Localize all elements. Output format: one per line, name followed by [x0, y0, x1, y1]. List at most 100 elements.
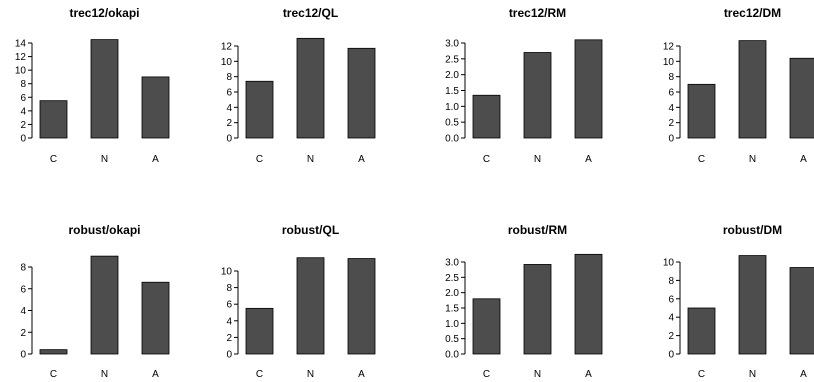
chart-title: trec12/DM: [724, 6, 781, 20]
category-label: C: [256, 369, 263, 380]
y-tick-label: 1.5: [445, 304, 459, 315]
chart-panel: robust/RM 0.0 0.5 1.0 1.5 2.0 2.5 3.0 C N A: [445, 223, 603, 380]
category-label: C: [50, 154, 57, 165]
bar-C: [472, 298, 501, 355]
bar-C: [245, 80, 274, 139]
category-label: A: [585, 154, 592, 165]
category-label: A: [358, 154, 365, 165]
y-tick-label: 0: [20, 134, 26, 145]
category-label: N: [307, 154, 314, 165]
bar-N: [296, 37, 325, 139]
y-tick-label: 1.0: [445, 102, 459, 113]
y-tick-label: 1.5: [445, 86, 459, 97]
chart-panel: trec12/okapi 0 2 4 6 8 10 12 14 C N A: [15, 6, 170, 165]
bar-C: [245, 307, 274, 355]
y-tick-label: 0.5: [445, 118, 459, 129]
category-label: C: [698, 369, 705, 380]
y-tick-label: 2.0: [445, 288, 459, 299]
bar-N: [523, 264, 552, 355]
bar-C: [687, 307, 716, 355]
chart-panel: trec12/RM 0.0 0.5 1.0 1.5 2.0 2.5 3.0 C N A: [445, 6, 603, 165]
chart-title: robust/RM: [508, 223, 567, 237]
y-tick-label: 10: [663, 258, 675, 269]
category-label: N: [101, 154, 108, 165]
y-tick-label: 6: [20, 93, 26, 104]
category-label: A: [800, 369, 807, 380]
y-tick-label: 8: [20, 263, 26, 274]
y-tick-label: 2.5: [445, 54, 459, 65]
category-label: C: [483, 369, 490, 380]
bar-N: [738, 40, 767, 139]
bar-N: [90, 39, 119, 139]
bar-A: [347, 258, 376, 355]
bar-A: [574, 39, 603, 139]
y-tick-label: 8: [226, 283, 232, 294]
y-tick-label: 12: [15, 52, 27, 63]
y-tick-label: 4: [668, 313, 674, 324]
category-label: N: [749, 154, 756, 165]
category-label: A: [152, 369, 159, 380]
y-tick-label: 2: [226, 118, 232, 129]
bar-C: [687, 83, 716, 139]
y-tick-label: 3.0: [445, 258, 459, 269]
y-tick-label: 14: [15, 39, 27, 50]
y-tick-label: 4: [668, 103, 674, 114]
bar-A: [347, 47, 376, 139]
y-tick-label: 12: [221, 42, 233, 53]
bar-N: [523, 52, 552, 139]
y-tick-label: 8: [226, 72, 232, 83]
chart-title: robust/okapi: [68, 223, 140, 237]
category-label: A: [800, 154, 807, 165]
category-label: C: [50, 369, 57, 380]
chart-title: robust/QL: [282, 223, 339, 237]
bar-C: [39, 349, 68, 355]
category-label: N: [101, 369, 108, 380]
y-tick-label: 6: [20, 284, 26, 295]
y-tick-label: 2: [20, 328, 26, 339]
category-label: C: [483, 154, 490, 165]
y-tick-label: 12: [663, 42, 675, 53]
y-tick-label: 2: [668, 118, 674, 129]
y-tick-label: 4: [20, 106, 26, 117]
y-tick-label: 6: [226, 88, 232, 99]
y-tick-label: 2.0: [445, 70, 459, 81]
bar-A: [574, 253, 603, 355]
chart-panel: trec12/QL 0 2 4 6 8 10 12 C N A: [221, 6, 376, 165]
category-label: N: [534, 369, 541, 380]
bar-C: [39, 100, 68, 139]
y-tick-label: 2: [226, 333, 232, 344]
category-label: A: [152, 154, 159, 165]
bar-A: [141, 281, 170, 355]
y-tick-label: 10: [663, 57, 675, 68]
chart-title: trec12/okapi: [69, 6, 139, 20]
y-tick-label: 6: [668, 88, 674, 99]
y-tick-label: 8: [668, 276, 674, 287]
bar-C: [472, 94, 501, 139]
chart-panel: robust/QL 0 2 4 6 8 10 C N A: [221, 223, 376, 380]
category-label: A: [585, 369, 592, 380]
y-tick-label: 4: [226, 103, 232, 114]
y-tick-label: 6: [226, 300, 232, 311]
y-tick-label: 2.5: [445, 273, 459, 284]
chart-title: robust/DM: [723, 223, 782, 237]
chart-title: trec12/RM: [509, 6, 566, 20]
chart-panel: robust/DM 0 2 4 6 8 10 C N A: [663, 223, 814, 380]
y-tick-label: 8: [668, 72, 674, 83]
category-label: C: [256, 154, 263, 165]
y-tick-label: 0: [668, 134, 674, 145]
y-tick-label: 0: [668, 350, 674, 361]
y-tick-label: 0: [226, 134, 232, 145]
y-tick-label: 6: [668, 294, 674, 305]
y-tick-label: 0.0: [445, 134, 459, 145]
y-tick-label: 2: [668, 331, 674, 342]
y-tick-label: 8: [20, 79, 26, 90]
category-label: N: [534, 154, 541, 165]
y-tick-label: 10: [221, 57, 233, 68]
bar-N: [738, 255, 767, 355]
chart-panel: robust/okapi 0 2 4 6 8 C N A: [20, 223, 170, 380]
y-tick-label: 1.0: [445, 319, 459, 330]
y-tick-label: 0: [20, 350, 26, 361]
y-tick-label: 2: [20, 120, 26, 131]
y-tick-label: 10: [221, 267, 233, 278]
